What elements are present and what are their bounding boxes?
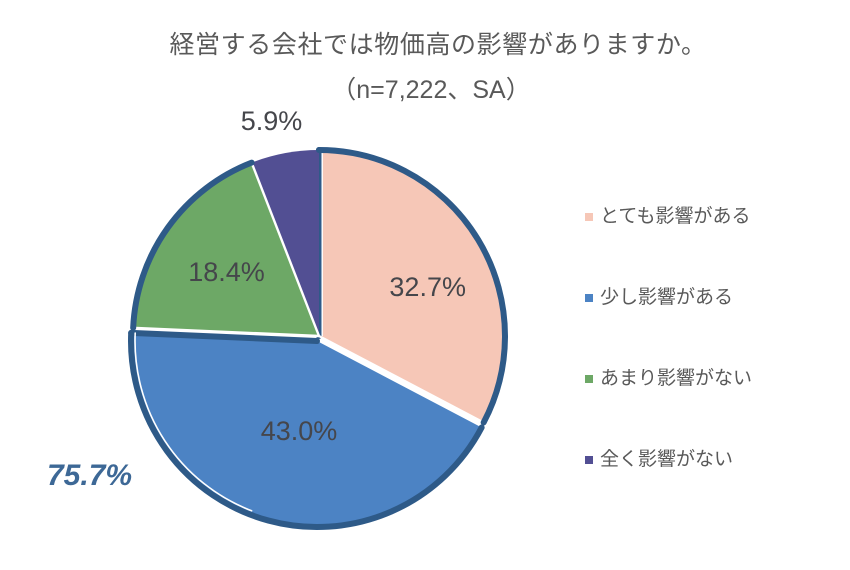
- svg-text:5.9%: 5.9%: [241, 106, 303, 136]
- svg-text:あまり影響がない: あまり影響がない: [600, 363, 752, 390]
- svg-text:32.7%: 32.7%: [389, 272, 466, 302]
- svg-text:18.4%: 18.4%: [188, 257, 265, 287]
- svg-text:とても影響がある: とても影響がある: [600, 201, 750, 228]
- svg-text:少し影響がある: 少し影響がある: [600, 282, 733, 309]
- svg-text:43.0%: 43.0%: [261, 416, 338, 446]
- svg-text:75.7%: 75.7%: [47, 459, 132, 492]
- svg-text:全く影響がない: 全く影響がない: [600, 444, 733, 471]
